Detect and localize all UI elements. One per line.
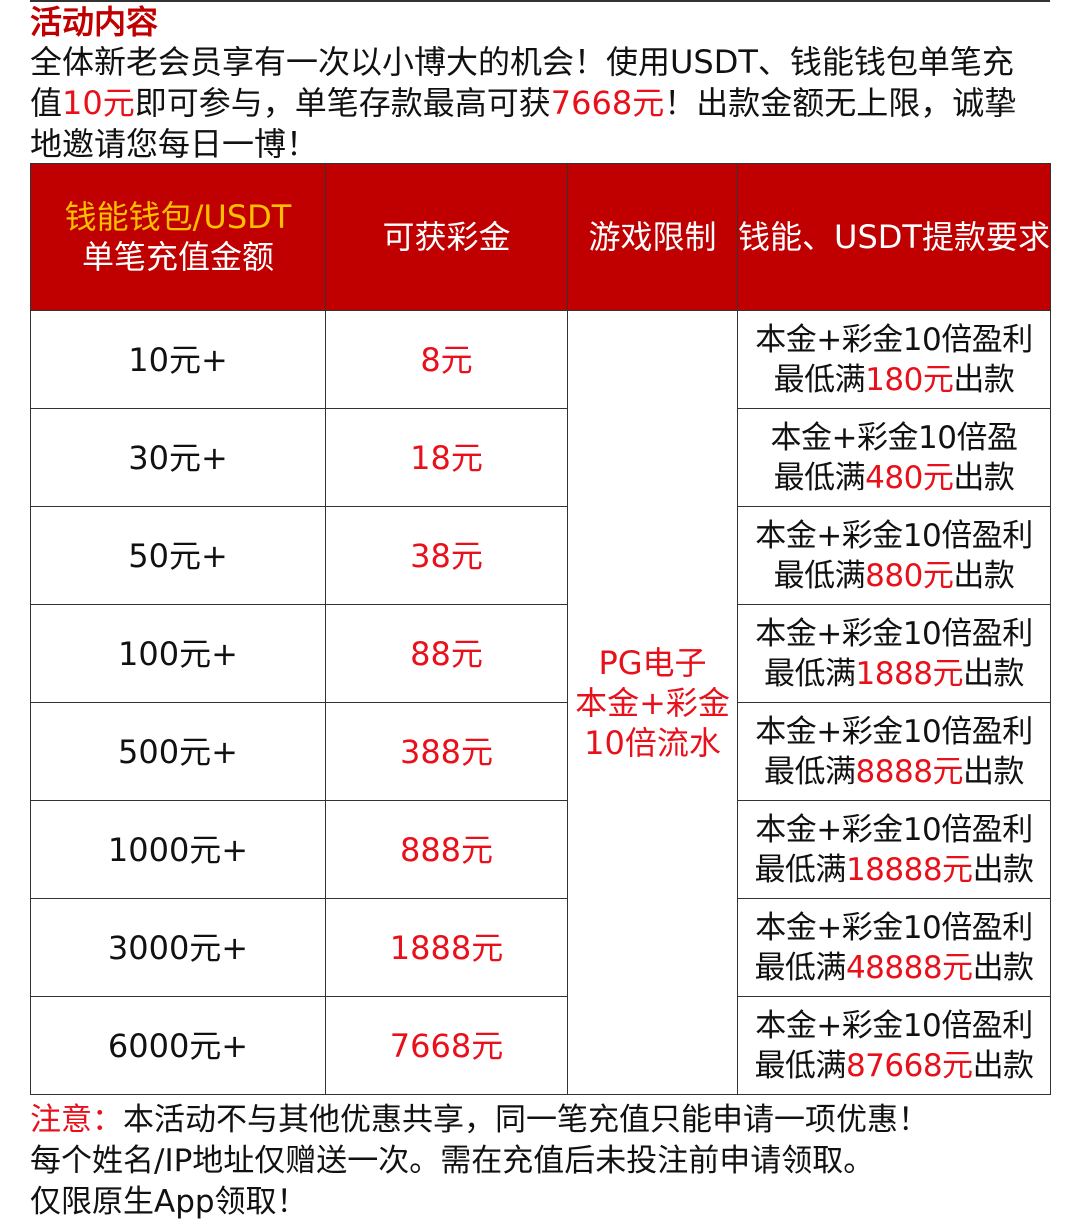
- top-divider: [30, 0, 1050, 2]
- deposit-cell: 100元+: [30, 604, 326, 703]
- table-row: 100元+ 88元 本金+彩金10倍盈利 最低满1888元出款: [30, 604, 1051, 703]
- withdraw-req-cell: 本金+彩金10倍盈利 最低满880元出款: [737, 506, 1051, 605]
- req-line: 最低满880元出款: [738, 556, 1050, 596]
- deposit-cell: 3000元+: [30, 898, 326, 997]
- req-amount: 180元: [865, 361, 954, 398]
- withdraw-req-cell: 本金+彩金10倍盈利 最低满87668元出款: [737, 996, 1051, 1095]
- req-post: 出款: [953, 557, 1015, 594]
- req-line: 本金+彩金10倍盈利: [755, 321, 1033, 358]
- table-row: 1000元+ 888元 本金+彩金10倍盈利 最低满18888元出款: [30, 800, 1051, 899]
- deposit-cell: 500元+: [30, 702, 326, 801]
- intro-part: 即可参与，单笔存款最高可获: [134, 84, 551, 122]
- req-post: 出款: [953, 459, 1015, 496]
- req-line: 最低满8888元出款: [738, 752, 1050, 792]
- req-pre: 最低满: [754, 949, 846, 986]
- req-line: 本金+彩金10倍盈利: [755, 811, 1033, 848]
- req-amount: 87668元: [845, 1047, 973, 1084]
- intro-part: 全体新老会员享有一次以小博大的机会！使用USDT、钱能钱包单笔充值: [30, 43, 1014, 122]
- req-post: 出款: [962, 655, 1025, 692]
- note-text: 本活动不与其他优惠共享，同一笔充值只能申请一项优惠！: [123, 1102, 929, 1138]
- game-limit-cell: PG电子 本金+彩金 10倍流水: [567, 310, 738, 1095]
- req-post: 出款: [962, 753, 1025, 790]
- req-pre: 最低满: [764, 753, 856, 790]
- game-line: 本金+彩金: [575, 683, 730, 722]
- withdraw-req-cell: 本金+彩金10倍盈利 最低满8888元出款: [737, 702, 1051, 801]
- req-amount: 8888元: [855, 753, 964, 790]
- section-title: 活动内容: [30, 3, 159, 41]
- note-line: 仅限原生App领取！: [30, 1184, 308, 1220]
- req-line: 本金+彩金10倍盈利: [755, 909, 1033, 946]
- req-amount: 880元: [865, 557, 954, 594]
- req-pre: 最低满: [754, 1047, 846, 1084]
- bonus-cell: 1888元: [325, 898, 568, 997]
- req-line: 本金+彩金10倍盈: [770, 419, 1018, 456]
- req-pre: 最低满: [764, 655, 856, 692]
- req-post: 出款: [953, 361, 1015, 398]
- req-line: 本金+彩金10倍盈利: [755, 1007, 1033, 1044]
- deposit-cell: 50元+: [30, 506, 326, 605]
- req-amount: 48888元: [845, 949, 973, 986]
- withdraw-req-cell: 本金+彩金10倍盈 最低满480元出款: [737, 408, 1051, 507]
- req-post: 出款: [972, 949, 1035, 986]
- game-line: 10倍流水: [584, 723, 721, 762]
- table-header-row: 钱能钱包/USDT 单笔充值金额 可获彩金 游戏限制 钱能、USDT提款要求: [30, 163, 1051, 311]
- intro-text: 全体新老会员享有一次以小博大的机会！使用USDT、钱能钱包单笔充值10元即可参与…: [30, 42, 1040, 165]
- req-line: 最低满87668元出款: [738, 1046, 1050, 1086]
- req-pre: 最低满: [754, 851, 846, 888]
- bonus-table: 钱能钱包/USDT 单笔充值金额 可获彩金 游戏限制 钱能、USDT提款要求 10…: [30, 163, 1051, 1095]
- req-line: 最低满18888元出款: [738, 850, 1050, 890]
- req-line: 最低满480元出款: [738, 458, 1050, 498]
- table-row: 500元+ 388元 本金+彩金10倍盈利 最低满8888元出款: [30, 702, 1051, 801]
- deposit-cell: 10元+: [30, 310, 326, 409]
- note-line: 每个姓名/IP地址仅赠送一次。需在充值后未投注前申请领取。: [30, 1143, 875, 1179]
- req-line: 最低满48888元出款: [738, 948, 1050, 988]
- table-row: 30元+ 18元 本金+彩金10倍盈 最低满480元出款: [30, 408, 1051, 507]
- bonus-cell: 38元: [325, 506, 568, 605]
- withdraw-req-cell: 本金+彩金10倍盈利 最低满18888元出款: [737, 800, 1051, 899]
- req-pre: 最低满: [773, 557, 866, 594]
- table-row: 10元+ 8元 PG电子 本金+彩金 10倍流水 本金+彩金10倍盈利 最低满180元出款: [30, 310, 1051, 1095]
- game-line: PG电子: [598, 643, 707, 682]
- bonus-cell: 18元: [325, 408, 568, 507]
- bonus-cell: 7668元: [325, 996, 568, 1095]
- table-row: 6000元+ 7668元 本金+彩金10倍盈利 最低满87668元出款: [30, 996, 1051, 1095]
- req-pre: 最低满: [773, 459, 866, 496]
- note-line: 注意：本活动不与其他优惠共享，同一笔充值只能申请一项优惠！: [30, 1100, 1050, 1141]
- req-line: 本金+彩金10倍盈利: [755, 713, 1033, 750]
- header-game-limit: 游戏限制: [567, 163, 738, 311]
- req-line: 本金+彩金10倍盈利: [755, 517, 1033, 554]
- req-amount: 1888元: [855, 655, 964, 692]
- bonus-cell: 8元: [325, 310, 568, 409]
- deposit-cell: 6000元+: [30, 996, 326, 1095]
- min-deposit: 10元: [62, 84, 135, 122]
- notes: 注意：本活动不与其他优惠共享，同一笔充值只能申请一项优惠！ 每个姓名/IP地址仅…: [30, 1100, 1050, 1223]
- req-amount: 480元: [865, 459, 954, 496]
- header-line: 钱能钱包/USDT: [64, 198, 292, 236]
- header-bonus: 可获彩金: [325, 163, 568, 311]
- bonus-cell: 88元: [325, 604, 568, 703]
- req-pre: 最低满: [773, 361, 866, 398]
- req-amount: 18888元: [845, 851, 973, 888]
- deposit-cell: 30元+: [30, 408, 326, 507]
- req-line: 最低满180元出款: [738, 360, 1050, 400]
- deposit-cell: 1000元+: [30, 800, 326, 899]
- req-post: 出款: [972, 1047, 1035, 1084]
- header-deposit: 钱能钱包/USDT 单笔充值金额: [30, 163, 326, 311]
- bonus-cell: 388元: [325, 702, 568, 801]
- withdraw-req-cell: 本金+彩金10倍盈利 最低满1888元出款: [737, 604, 1051, 703]
- note-label: 注意：: [30, 1102, 123, 1138]
- header-line: 单笔充值金额: [81, 238, 274, 276]
- header-withdraw-req: 钱能、USDT提款要求: [737, 163, 1051, 311]
- intro-part: ！出款金额无上限，诚挚地邀请您每日一博！: [30, 84, 1017, 163]
- withdraw-req-cell: 本金+彩金10倍盈利 最低满48888元出款: [737, 898, 1051, 997]
- table-row: 50元+ 38元 本金+彩金10倍盈利 最低满880元出款: [30, 506, 1051, 605]
- req-post: 出款: [972, 851, 1035, 888]
- table-row: 3000元+ 1888元 本金+彩金10倍盈利 最低满48888元出款: [30, 898, 1051, 997]
- bonus-cell: 888元: [325, 800, 568, 899]
- req-line: 本金+彩金10倍盈利: [755, 615, 1033, 652]
- req-line: 最低满1888元出款: [738, 654, 1050, 694]
- max-bonus: 7668元: [550, 84, 665, 122]
- withdraw-req-cell: 本金+彩金10倍盈利 最低满180元出款: [737, 310, 1051, 409]
